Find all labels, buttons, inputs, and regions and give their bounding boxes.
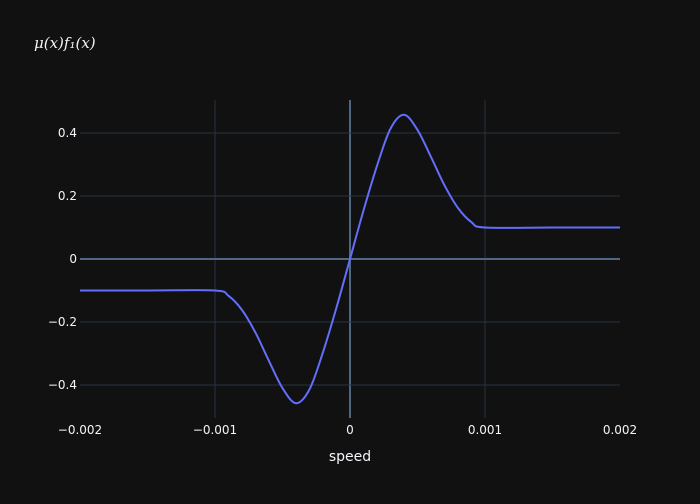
x-tick-label: −0.002 <box>58 423 102 437</box>
chart-title: μ(x)f₁(x) <box>34 34 96 52</box>
y-tick-label: 0 <box>69 252 77 266</box>
series-line <box>80 113 620 405</box>
x-axis-label: speed <box>329 449 371 465</box>
y-axis-ticks: −0.4 −0.2 0 0.2 0.4 <box>48 126 77 392</box>
x-tick-label: 0.001 <box>468 423 502 437</box>
y-tick-label: 0.2 <box>58 189 77 203</box>
x-axis-ticks: −0.002 −0.001 0 0.001 0.002 <box>58 423 637 437</box>
x-tick-label: 0.002 <box>603 423 637 437</box>
y-tick-label: −0.2 <box>48 315 77 329</box>
x-tick-label: −0.001 <box>193 423 237 437</box>
series-layer <box>80 113 620 405</box>
y-tick-label: 0.4 <box>58 126 77 140</box>
y-tick-label: −0.4 <box>48 378 77 392</box>
x-tick-label: 0 <box>346 423 354 437</box>
